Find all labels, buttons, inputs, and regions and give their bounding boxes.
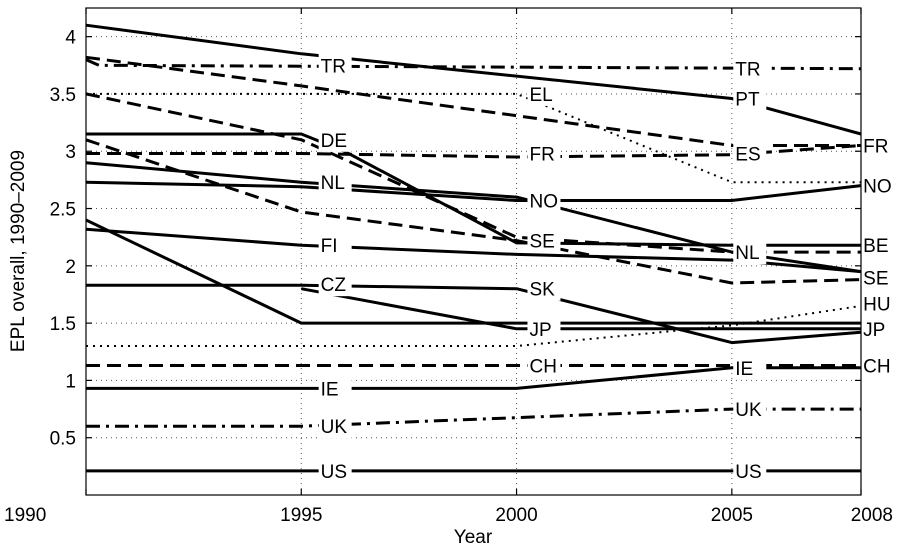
series-line-ie xyxy=(86,366,861,390)
country-label-tr-0: TR xyxy=(321,56,346,77)
country-label-bg-27 xyxy=(861,316,895,341)
country-label-us-21: US xyxy=(735,462,761,483)
y-tick-label-7: 4 xyxy=(65,28,76,49)
country-label-bg-7 xyxy=(318,458,352,483)
country-label-bg-23 xyxy=(861,173,895,198)
country-label-bg-15 xyxy=(733,56,767,81)
country-label-sk-12: SK xyxy=(529,280,555,301)
series-line-jp xyxy=(85,218,861,325)
country-label-uk-6: UK xyxy=(321,417,348,438)
country-label-bg-10 xyxy=(527,188,561,213)
y-tick-label-6: 3.5 xyxy=(50,85,76,106)
country-label-ch-14: CH xyxy=(529,357,556,378)
country-label-fr-22: FR xyxy=(863,137,888,158)
country-label-de-1: DE xyxy=(321,131,347,152)
country-label-es-17: ES xyxy=(735,145,760,166)
country-label-no-23: NO xyxy=(863,177,892,198)
country-label-hu-26: HU xyxy=(863,295,890,316)
country-label-bg-3 xyxy=(318,233,352,258)
country-label-jp-27: JP xyxy=(863,320,885,341)
series-lines xyxy=(85,23,862,473)
series-line-de xyxy=(85,92,861,254)
x-tick-label-3: 2005 xyxy=(711,505,753,526)
country-label-bg-18 xyxy=(733,240,767,265)
country-label-cz-4: CZ xyxy=(321,275,347,296)
country-label-nl-18: NL xyxy=(735,243,759,264)
country-label-fi-3: FI xyxy=(321,236,338,257)
y-tick-label-3: 2 xyxy=(65,257,76,278)
country-label-se-25: SE xyxy=(863,268,888,289)
country-label-bg-13 xyxy=(527,316,561,341)
country-label-bg-2 xyxy=(318,170,352,195)
series-line-pt xyxy=(85,23,862,136)
country-label-pt-16: PT xyxy=(735,90,760,111)
country-label-bg-14 xyxy=(527,353,561,378)
country-label-bg-24 xyxy=(861,233,895,258)
series-line-tr xyxy=(85,58,862,71)
series-line-uk xyxy=(86,407,861,428)
x-tick-label-1: 1995 xyxy=(280,505,322,526)
x-tick-label-4: 2008 xyxy=(851,505,893,526)
y-tick-label-0: 0.5 xyxy=(50,429,76,450)
series-line-cz xyxy=(86,283,862,345)
axes: 1990 1995 2000 2005 2008 0.5 1 1.5 2 2.5 3 3.5 4 xyxy=(4,8,893,526)
country-label-bg-19 xyxy=(733,355,767,380)
country-label-be-24: BE xyxy=(863,236,888,257)
country-label-fr-9: FR xyxy=(529,145,554,166)
country-label-uk-20: UK xyxy=(735,400,762,421)
country-label-bg-8 xyxy=(527,81,561,106)
country-label-us-7: US xyxy=(321,462,347,483)
country-label-jp-13: JP xyxy=(529,320,551,341)
country-label-bg-28 xyxy=(861,353,895,378)
country-label-nl-2: NL xyxy=(321,173,345,194)
country-label-bg-16 xyxy=(733,86,767,111)
x-tick-label-0: 1990 xyxy=(4,505,46,526)
country-label-bg-5 xyxy=(318,376,352,401)
country-label-bg-12 xyxy=(527,276,561,301)
series-line-sk xyxy=(301,287,861,331)
country-label-se-11: SE xyxy=(529,232,554,253)
series-line-nl xyxy=(85,161,862,274)
y-tick-label-2: 1.5 xyxy=(50,314,76,335)
x-tick-label-2: 2000 xyxy=(495,505,537,526)
country-label-bg-20 xyxy=(733,397,767,422)
country-labels: TR DE NL FI CZ IE UK US EL FR NO SE SK JP CH TR PT ES NL IE… xyxy=(318,53,895,483)
country-label-no-10: NO xyxy=(529,192,558,213)
country-label-bg-22 xyxy=(861,133,895,158)
series-line-no xyxy=(85,180,862,202)
y-tick-label-1: 1 xyxy=(65,371,76,392)
country-label-bg-11 xyxy=(527,228,561,253)
country-label-bg-21 xyxy=(733,458,767,483)
country-label-bg-9 xyxy=(527,141,561,166)
country-label-el-8: EL xyxy=(529,85,552,106)
country-label-bg-25 xyxy=(861,265,895,290)
series-line-fr xyxy=(86,144,862,159)
series-line-fi xyxy=(85,227,862,274)
country-label-bg-17 xyxy=(733,141,767,166)
y-axis-label: EPL overall, 1990–2009 xyxy=(8,150,29,352)
y-tick-label-5: 3 xyxy=(65,142,76,163)
country-label-bg-6 xyxy=(318,414,352,439)
series-line-es xyxy=(85,55,861,147)
x-axis-label: Year xyxy=(454,527,493,548)
y-tick-label-4: 2.5 xyxy=(50,200,76,221)
series-line-hu xyxy=(86,304,862,347)
series-line-se xyxy=(85,138,862,285)
country-label-ch-28: CH xyxy=(863,357,890,378)
country-label-bg-26 xyxy=(861,291,895,316)
country-label-bg-0 xyxy=(318,53,352,78)
country-label-ie-19: IE xyxy=(735,359,753,380)
country-label-bg-1 xyxy=(318,127,352,152)
plot-frame xyxy=(85,7,862,496)
country-label-tr-15: TR xyxy=(735,60,760,81)
country-label-bg-4 xyxy=(318,272,352,297)
country-label-ie-5: IE xyxy=(321,379,339,400)
